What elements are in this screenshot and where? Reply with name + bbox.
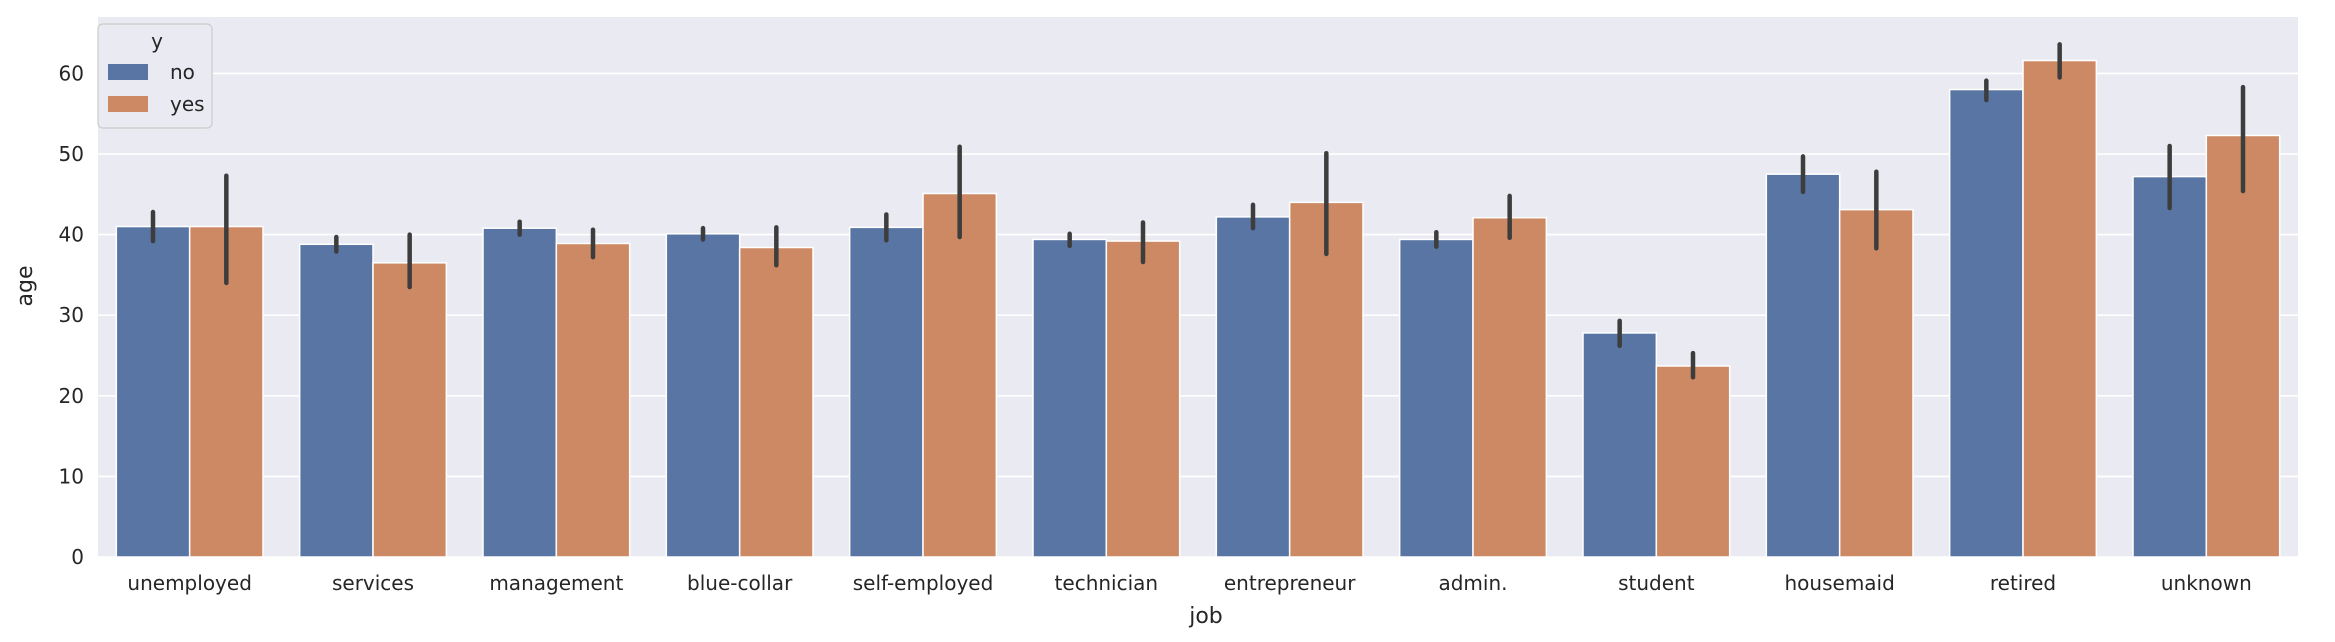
bar-yes-services bbox=[372, 262, 448, 558]
bar-yes-blue-collar bbox=[738, 246, 814, 558]
y-axis-label: age bbox=[13, 266, 38, 307]
legend-swatch-yes bbox=[108, 96, 148, 112]
y-tick-label: 10 bbox=[59, 464, 84, 488]
bar-yes-management bbox=[555, 242, 631, 558]
bar-no-housemaid bbox=[1765, 173, 1841, 558]
y-tick-label: 40 bbox=[59, 223, 84, 247]
bar-no-technician bbox=[1032, 238, 1108, 558]
y-tick-label: 0 bbox=[71, 545, 84, 569]
x-tick-label: self-employed bbox=[853, 571, 994, 595]
y-tick-label: 50 bbox=[59, 142, 84, 166]
x-tick-label: housemaid bbox=[1785, 571, 1895, 595]
x-axis-label: job bbox=[1188, 604, 1223, 629]
bar-yes-unknown bbox=[2205, 134, 2281, 558]
x-tick-labels: unemployed services management blue-collar s… bbox=[127, 571, 2251, 595]
bar-no-entrepreneur bbox=[1215, 216, 1291, 558]
bar-yes-admin. bbox=[1472, 216, 1548, 558]
legend-label-no: no bbox=[170, 60, 195, 84]
legend-swatch-no bbox=[108, 64, 148, 80]
bar-no-unknown bbox=[2132, 175, 2208, 558]
x-tick-label: unemployed bbox=[127, 571, 251, 595]
bar-yes-retired bbox=[2022, 59, 2098, 558]
bar-yes-housemaid bbox=[1838, 208, 1914, 558]
plot-background bbox=[98, 17, 2298, 557]
x-tick-label: entrepreneur bbox=[1224, 571, 1356, 595]
y-tick-labels: 0 10 20 30 40 50 60 bbox=[59, 61, 84, 569]
bars bbox=[115, 59, 2281, 558]
y-tick-label: 20 bbox=[59, 384, 84, 408]
bar-yes-technician bbox=[1105, 240, 1181, 558]
bar-no-self-employed bbox=[848, 226, 924, 558]
x-tick-label: technician bbox=[1055, 571, 1159, 595]
bar-no-management bbox=[482, 227, 558, 558]
bar-no-admin. bbox=[1398, 238, 1474, 558]
bar-yes-self-employed bbox=[922, 192, 998, 558]
y-tick-label: 30 bbox=[59, 303, 84, 327]
legend-title: y bbox=[151, 29, 163, 53]
x-tick-label: retired bbox=[1990, 571, 2056, 595]
x-tick-label: student bbox=[1618, 571, 1695, 595]
bar-no-unemployed bbox=[115, 225, 191, 558]
bar-no-retired bbox=[1948, 88, 2024, 558]
grid-lines bbox=[98, 72, 2298, 558]
x-tick-label: blue-collar bbox=[687, 571, 793, 595]
x-tick-label: services bbox=[332, 571, 414, 595]
bar-yes-student bbox=[1655, 365, 1731, 558]
legend-label-yes: yes bbox=[170, 92, 205, 116]
x-tick-label: unknown bbox=[2161, 571, 2252, 595]
x-tick-label: admin. bbox=[1438, 571, 1507, 595]
y-tick-label: 60 bbox=[59, 61, 84, 85]
error-bars bbox=[150, 42, 2246, 380]
bar-no-blue-collar bbox=[665, 233, 741, 558]
bar-no-student bbox=[1582, 332, 1658, 558]
x-tick-label: management bbox=[489, 571, 623, 595]
legend: y no yes bbox=[97, 23, 213, 129]
bar-no-services bbox=[298, 243, 374, 558]
